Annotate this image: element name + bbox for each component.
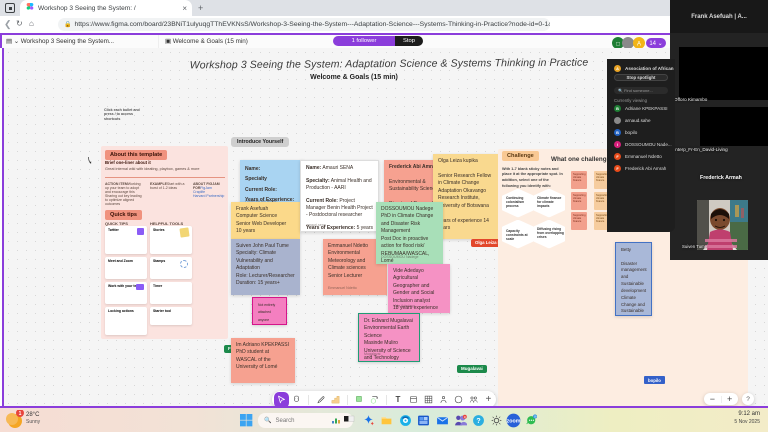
svg-text:□: □ [616, 41, 620, 47]
svg-text:1: 1 [19, 411, 22, 417]
svg-text:zoom: zoom [507, 419, 521, 425]
svg-text:14 ⌄: 14 ⌄ [649, 41, 662, 47]
svg-text:?: ? [476, 418, 480, 425]
svg-text:A: A [637, 41, 641, 47]
